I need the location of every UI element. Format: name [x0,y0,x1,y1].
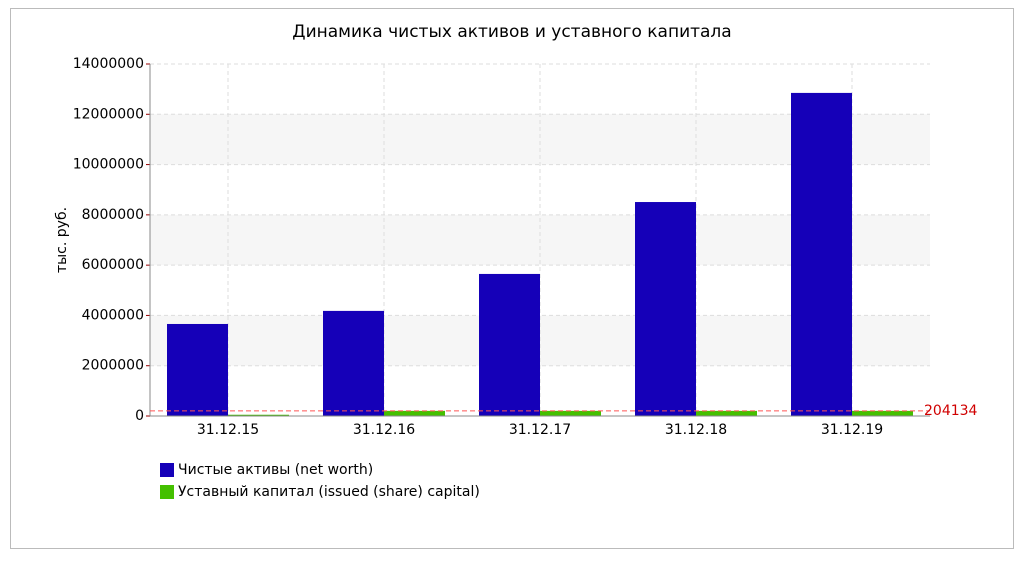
bar [540,410,601,416]
legend-swatch [160,463,174,477]
bar [384,410,445,416]
bar [228,414,289,416]
y-tick-label: 4000000 [82,307,144,323]
x-tick-label: 31.12.15 [197,422,259,438]
y-tick-label: 2000000 [82,358,144,374]
y-tick-label: 12000000 [73,106,144,122]
y-tick-label: 10000000 [73,157,144,173]
bar [635,202,696,416]
bar [323,310,384,416]
bar [791,92,852,417]
x-tick-label: 31.12.19 [821,422,883,438]
bar [167,323,228,416]
y-tick-label: 14000000 [73,56,144,72]
x-tick-label: 31.12.18 [665,422,727,438]
chart-title: Динамика чистых активов и уставного капи… [292,22,731,42]
legend-label: Чистые активы (net worth) [178,462,373,478]
y-tick-label: 6000000 [82,257,144,273]
y-tick-label: 8000000 [82,207,144,223]
bar [852,410,913,416]
reference-label: 204134 [924,403,978,419]
x-tick-label: 31.12.16 [353,422,415,438]
y-tick-label: 0 [135,408,144,424]
bar [696,410,757,416]
y-axis-label: тыс. руб. [54,207,70,273]
bar [479,273,540,416]
legend-swatch [160,485,174,499]
legend-label: Уставный капитал (issued (share) capital… [178,484,480,500]
x-tick-label: 31.12.17 [509,422,571,438]
